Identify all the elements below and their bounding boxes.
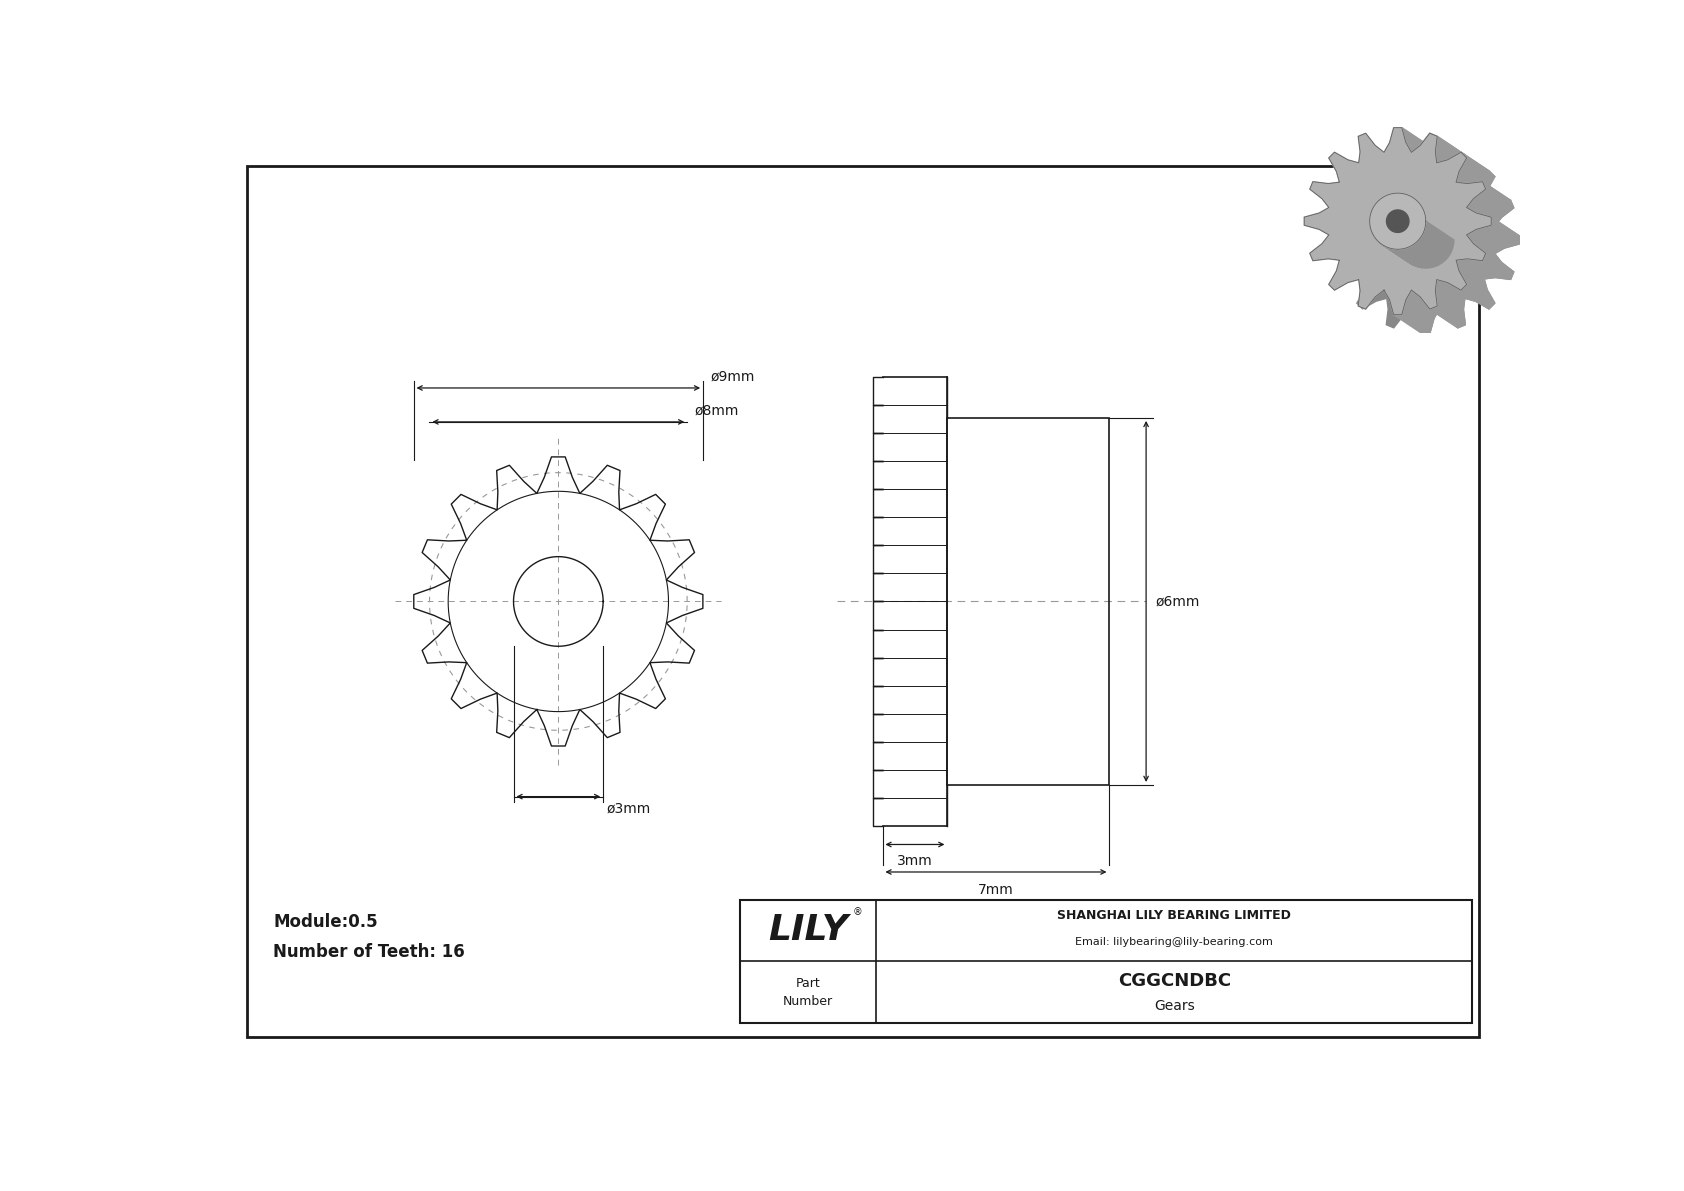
Polygon shape [1420, 236, 1450, 256]
Polygon shape [1435, 280, 1465, 310]
Polygon shape [1406, 143, 1440, 172]
Polygon shape [1435, 136, 1465, 170]
Polygon shape [1482, 254, 1514, 280]
Polygon shape [1425, 224, 1453, 245]
Polygon shape [1474, 244, 1514, 272]
Text: SHANGHAI LILY BEARING LIMITED: SHANGHAI LILY BEARING LIMITED [1058, 909, 1292, 922]
Polygon shape [1411, 145, 1448, 172]
Polygon shape [1467, 235, 1502, 262]
Polygon shape [1391, 249, 1421, 268]
Polygon shape [1436, 163, 1465, 181]
Polygon shape [1369, 223, 1398, 244]
Polygon shape [1386, 210, 1410, 232]
Polygon shape [1332, 146, 1519, 333]
Polygon shape [1399, 249, 1431, 268]
Polygon shape [1420, 297, 1458, 328]
Polygon shape [1482, 182, 1514, 208]
Polygon shape [1408, 245, 1440, 266]
Polygon shape [1415, 242, 1445, 263]
Polygon shape [1467, 230, 1504, 254]
Polygon shape [1421, 232, 1452, 254]
Polygon shape [1457, 260, 1484, 279]
Text: ø3mm: ø3mm [606, 802, 652, 815]
Text: LILY: LILY [768, 913, 849, 947]
Polygon shape [1448, 282, 1489, 308]
Text: 3mm: 3mm [898, 854, 933, 868]
Text: Number of Teeth: 16: Number of Teeth: 16 [273, 942, 465, 961]
Polygon shape [1403, 248, 1433, 268]
Polygon shape [1369, 193, 1426, 249]
Polygon shape [1436, 280, 1475, 301]
Bar [948, 418, 1110, 785]
Polygon shape [1457, 182, 1484, 201]
Polygon shape [1467, 207, 1504, 232]
Polygon shape [1416, 241, 1447, 261]
Polygon shape [1394, 249, 1425, 268]
Polygon shape [1411, 244, 1442, 264]
Polygon shape [1374, 237, 1404, 257]
Polygon shape [1372, 235, 1403, 255]
Polygon shape [1467, 235, 1495, 254]
Polygon shape [1492, 217, 1519, 244]
Polygon shape [1423, 230, 1452, 251]
Polygon shape [1411, 291, 1448, 316]
Polygon shape [1394, 127, 1430, 146]
Polygon shape [1430, 306, 1465, 328]
Polygon shape [1401, 300, 1435, 333]
Polygon shape [1458, 270, 1495, 304]
Polygon shape [1398, 249, 1428, 268]
Polygon shape [1383, 245, 1413, 266]
Polygon shape [1458, 158, 1495, 191]
Polygon shape [1418, 238, 1448, 258]
Polygon shape [1371, 225, 1399, 248]
Polygon shape [1426, 222, 1453, 243]
Polygon shape [1467, 182, 1511, 202]
Text: ø8mm: ø8mm [694, 404, 739, 417]
Polygon shape [1436, 280, 1465, 298]
Polygon shape [1467, 207, 1495, 226]
Polygon shape [1457, 260, 1487, 289]
Polygon shape [1420, 133, 1458, 164]
Polygon shape [1371, 229, 1399, 250]
Text: Gears: Gears [1154, 999, 1194, 1012]
Text: Part
Number: Part Number [783, 977, 834, 1008]
Polygon shape [1457, 172, 1487, 201]
Text: ø9mm: ø9mm [711, 369, 754, 384]
Polygon shape [1477, 225, 1519, 248]
Polygon shape [1371, 231, 1401, 252]
Polygon shape [1394, 314, 1430, 333]
Text: Email: lilybearing@lily-bearing.com: Email: lilybearing@lily-bearing.com [1076, 937, 1273, 947]
Bar [739, 899, 1472, 1023]
Polygon shape [1303, 127, 1492, 314]
Text: ø6mm: ø6mm [1155, 594, 1199, 609]
Text: CGGCNDBC: CGGCNDBC [1118, 972, 1231, 990]
Polygon shape [1425, 227, 1453, 249]
Polygon shape [1467, 199, 1502, 226]
Polygon shape [1406, 291, 1440, 318]
Polygon shape [1388, 248, 1420, 267]
Text: 7mm: 7mm [978, 883, 1014, 897]
Polygon shape [1457, 182, 1495, 202]
Polygon shape [1462, 152, 1495, 176]
Polygon shape [1411, 152, 1440, 172]
Text: Module:0.5: Module:0.5 [273, 913, 377, 931]
Polygon shape [1435, 151, 1465, 181]
Polygon shape [1436, 160, 1475, 181]
Polygon shape [1411, 291, 1440, 308]
Polygon shape [1467, 258, 1511, 280]
Polygon shape [1462, 285, 1495, 308]
Polygon shape [1401, 127, 1435, 161]
Polygon shape [1474, 189, 1514, 218]
Polygon shape [1381, 243, 1411, 263]
Polygon shape [1448, 152, 1489, 179]
Polygon shape [1435, 291, 1465, 325]
Polygon shape [1457, 258, 1495, 279]
Polygon shape [1376, 239, 1406, 260]
Polygon shape [1477, 213, 1519, 236]
Polygon shape [1386, 247, 1416, 267]
Text: ®: ® [852, 906, 862, 917]
Polygon shape [1406, 247, 1436, 267]
Polygon shape [1430, 133, 1465, 155]
Polygon shape [1378, 242, 1408, 262]
